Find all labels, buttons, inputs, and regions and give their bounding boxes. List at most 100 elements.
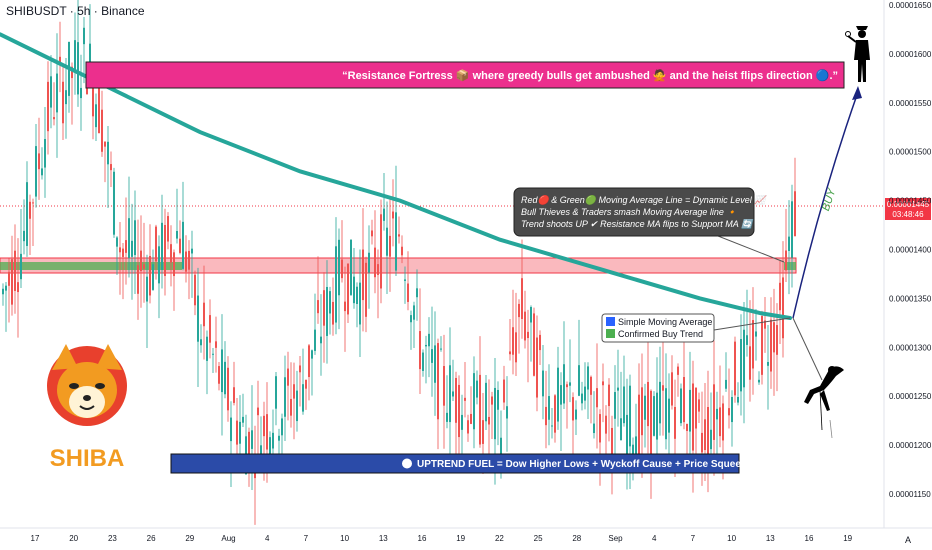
auto-scale-icon[interactable]: A — [905, 535, 911, 545]
candle-body — [476, 380, 478, 398]
x-tick-label: 19 — [456, 534, 465, 543]
candle-body — [224, 361, 226, 395]
candle-body — [107, 141, 109, 165]
candle-body — [386, 227, 388, 256]
x-tick-label: 10 — [340, 534, 349, 543]
uptrend-banner: UPTREND FUEL = Dow Higher Lows + Wyckoff… — [170, 453, 752, 474]
candle-body — [530, 307, 532, 323]
candle-body — [500, 437, 502, 463]
sma-label-box: Simple Moving Average Confirmed Buy Tren… — [601, 313, 791, 343]
candle-body — [176, 230, 178, 239]
candle-body — [395, 212, 397, 271]
candle-body — [488, 416, 490, 425]
candle-body — [383, 208, 385, 221]
y-tick-label: 0.00001350 — [889, 294, 932, 303]
candle-body — [239, 421, 241, 444]
candle-body — [608, 384, 610, 407]
x-tick-label: 28 — [572, 534, 581, 543]
candle-body — [452, 391, 454, 397]
candle-body — [218, 366, 220, 384]
x-tick-label: 23 — [108, 534, 117, 543]
candle-body — [482, 420, 484, 444]
x-tick-label: Aug — [221, 534, 235, 543]
candle-body — [734, 341, 736, 396]
candle-body — [203, 302, 205, 327]
candle-body — [572, 397, 574, 421]
sma-label-1: Simple Moving Average — [618, 317, 712, 327]
y-tick-label: 0.00001650 — [889, 1, 932, 10]
candle-body — [716, 408, 718, 420]
candle-body — [443, 366, 445, 406]
candle-body — [347, 263, 349, 315]
x-tick-label: 22 — [495, 534, 504, 543]
candle-body — [722, 403, 724, 441]
candle-body — [311, 350, 313, 359]
buy-arrow: BUY — [792, 86, 862, 319]
candle-body — [503, 379, 505, 403]
candle-body — [428, 333, 430, 347]
candle-body — [755, 331, 757, 337]
candle-body — [626, 414, 628, 460]
candle-body — [770, 319, 772, 372]
candle-body — [473, 373, 475, 430]
candle-body — [425, 344, 427, 347]
support-zone-right — [784, 262, 796, 270]
candle-body — [440, 348, 442, 350]
info-line-3: Trend shoots UP ✔ Resistance MA flips to… — [521, 218, 754, 229]
candle-body — [791, 201, 793, 258]
candle-body — [776, 325, 778, 355]
candle-body — [158, 246, 160, 284]
candle-body — [563, 364, 565, 404]
candle-body — [356, 286, 358, 304]
candle-body — [71, 66, 73, 79]
logo-text: SHIBA — [50, 445, 125, 472]
candle-body — [389, 235, 391, 257]
candle-body — [644, 395, 646, 420]
candle-body — [650, 390, 652, 455]
candle-body — [617, 387, 619, 391]
candle-body — [551, 425, 553, 427]
candle-body — [353, 276, 355, 304]
candle-body — [533, 313, 535, 376]
fall-line — [792, 317, 823, 381]
x-tick-label: 10 — [727, 534, 736, 543]
candle-body — [50, 76, 52, 108]
time-axis[interactable]: 17 20 23 26 29 Aug 4 7 10 13 16 19 22 25 28 Sep 4 7 10 13 16… — [31, 534, 853, 543]
info-line-2: Bull Thieves & Traders smash Moving Aver… — [521, 207, 738, 217]
price-axis[interactable]: 0.00001650 0.00001600 0.00001550 0.00001500… — [889, 1, 932, 499]
x-tick-label: 29 — [185, 534, 194, 543]
candle-body — [377, 264, 379, 275]
candle-body — [179, 238, 181, 253]
y-tick-label: 0.00001300 — [889, 343, 932, 352]
candle-body — [140, 250, 142, 272]
candle-body — [620, 418, 622, 441]
candle-body — [20, 253, 22, 280]
candle-body — [155, 226, 157, 262]
candle-body — [125, 240, 127, 253]
y-tick-label: 0.00001400 — [889, 246, 932, 255]
candle-body — [275, 376, 277, 409]
candle-body — [434, 345, 436, 383]
candle-body — [365, 262, 367, 317]
x-tick-label: 4 — [652, 534, 657, 543]
candle-body — [2, 288, 4, 295]
candle-body — [548, 396, 550, 420]
candle-body — [104, 141, 106, 147]
candle-body — [407, 283, 409, 302]
candle-body — [779, 282, 781, 311]
candle-body — [98, 82, 100, 134]
candle-body — [17, 282, 19, 293]
candle-body — [497, 389, 499, 410]
candle-body — [296, 390, 298, 422]
candle-body — [290, 398, 292, 416]
candle-body — [305, 379, 307, 389]
candle-body — [599, 414, 601, 443]
candle-body — [350, 239, 352, 295]
candle-body — [632, 444, 634, 457]
candle-body — [707, 407, 709, 456]
x-tick-label: 25 — [534, 534, 543, 543]
candle-body — [194, 274, 196, 306]
candle-body — [674, 406, 676, 439]
candle-body — [575, 409, 577, 420]
